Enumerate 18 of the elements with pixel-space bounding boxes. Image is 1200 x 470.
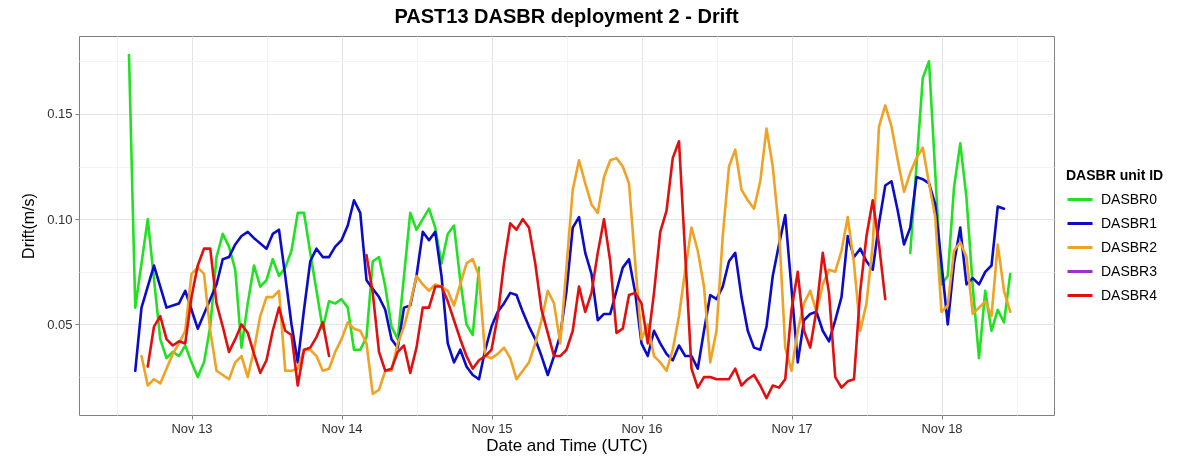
y-tick-label: 0.10 (47, 211, 73, 227)
legend-label: DASBR3 (1101, 262, 1158, 279)
x-tick-label: Nov 15 (471, 420, 513, 436)
chart-title: PAST13 DASBR deployment 2 - Drift (394, 5, 739, 27)
legend-title: DASBR unit ID (1066, 166, 1164, 183)
x-tick-label: Nov 13 (171, 420, 213, 436)
legend-label: DASBR1 (1101, 214, 1158, 231)
x-tick-label: Nov 17 (771, 420, 813, 436)
legend-label: DASBR2 (1101, 238, 1158, 255)
legend-label: DASBR4 (1101, 286, 1158, 303)
y-tick-label: 0.15 (47, 106, 73, 122)
legend-label: DASBR0 (1101, 190, 1158, 207)
x-tick-label: Nov 14 (321, 420, 363, 436)
y-tick-label: 0.05 (47, 316, 73, 332)
x-tick-label: Nov 18 (921, 420, 963, 436)
x-tick-label: Nov 16 (621, 420, 663, 436)
y-axis-title: Drift(m/s) (20, 193, 38, 259)
x-axis-title: Date and Time (UTC) (486, 435, 648, 455)
